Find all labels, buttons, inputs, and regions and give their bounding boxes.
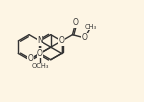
Text: O: O xyxy=(37,49,43,58)
Text: O: O xyxy=(73,18,79,27)
Text: O: O xyxy=(82,33,88,42)
Text: N: N xyxy=(37,36,43,45)
Text: CH₃: CH₃ xyxy=(85,24,97,30)
Text: OCH₃: OCH₃ xyxy=(31,63,49,69)
Text: O: O xyxy=(28,54,34,63)
Text: O: O xyxy=(59,36,65,45)
